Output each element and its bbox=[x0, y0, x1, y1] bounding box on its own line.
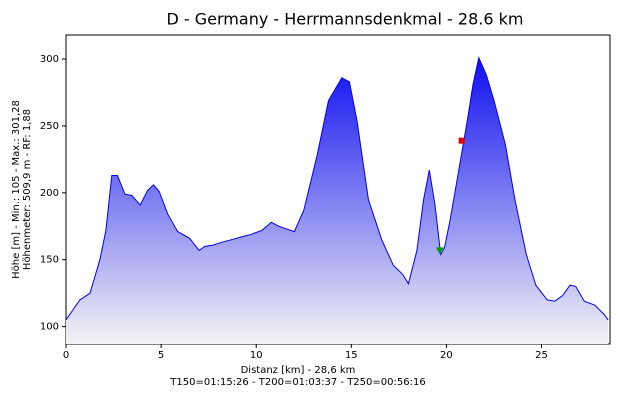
y-tick-label: 200 bbox=[40, 188, 59, 199]
x-tick-label: 15 bbox=[345, 350, 358, 361]
y-tick-label: 250 bbox=[40, 121, 59, 132]
chart-title: D - Germany - Herrmannsdenkmal - 28.6 km bbox=[167, 10, 524, 29]
elevation-line bbox=[65, 56, 609, 321]
y-tick-label: 150 bbox=[40, 255, 59, 266]
y-axis-label: Höhe [m] - Min.: 105 - Max.: 301,28 bbox=[11, 100, 22, 279]
x-tick-label: 20 bbox=[440, 350, 453, 361]
area-fill bbox=[66, 57, 609, 344]
y-tick-label: 100 bbox=[40, 322, 59, 333]
x-tick-label: 0 bbox=[63, 350, 69, 361]
x-tick-label: 10 bbox=[250, 350, 263, 361]
position-marker bbox=[435, 247, 444, 255]
y-tick-label: 300 bbox=[40, 54, 59, 65]
x-tick-label: 5 bbox=[158, 350, 164, 361]
x-axis-label: T150=01:15:26 - T200=01:03:37 - T250=00:… bbox=[169, 377, 425, 388]
position-marker bbox=[458, 137, 465, 144]
x-tick-label: 25 bbox=[535, 350, 548, 361]
x-axis-label: Distanz [km] - 28,6 km bbox=[241, 365, 356, 376]
y-axis-label: Höhenmeter: 509,9 m - RF: 1,88 bbox=[22, 109, 33, 270]
